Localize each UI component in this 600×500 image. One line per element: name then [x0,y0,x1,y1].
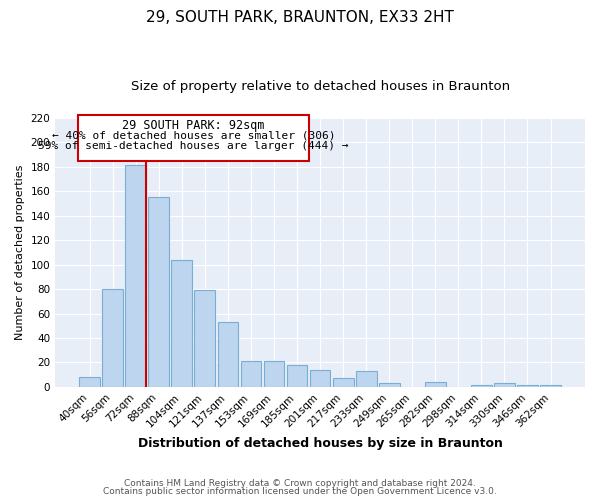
Bar [425,382,446,387]
Bar [471,384,492,387]
Bar [310,370,331,387]
Bar [494,384,515,387]
Bar [517,384,538,387]
Bar [148,198,169,387]
Bar [102,289,123,387]
Bar [333,378,353,387]
Bar [263,362,284,387]
X-axis label: Distribution of detached houses by size in Braunton: Distribution of detached houses by size … [137,437,503,450]
Title: Size of property relative to detached houses in Braunton: Size of property relative to detached ho… [131,80,509,93]
Text: ← 40% of detached houses are smaller (306): ← 40% of detached houses are smaller (30… [52,130,335,140]
Y-axis label: Number of detached properties: Number of detached properties [15,164,25,340]
Text: 59% of semi-detached houses are larger (444) →: 59% of semi-detached houses are larger (… [38,141,349,151]
Bar [218,322,238,387]
Text: 29 SOUTH PARK: 92sqm: 29 SOUTH PARK: 92sqm [122,119,265,132]
Text: Contains HM Land Registry data © Crown copyright and database right 2024.: Contains HM Land Registry data © Crown c… [124,478,476,488]
Bar [125,166,146,387]
Bar [356,371,377,387]
Text: 29, SOUTH PARK, BRAUNTON, EX33 2HT: 29, SOUTH PARK, BRAUNTON, EX33 2HT [146,10,454,25]
Bar [172,260,192,387]
Bar [194,290,215,387]
Bar [241,362,262,387]
Bar [540,384,561,387]
FancyBboxPatch shape [78,116,308,160]
Bar [79,377,100,387]
Text: Contains public sector information licensed under the Open Government Licence v3: Contains public sector information licen… [103,487,497,496]
Bar [287,365,307,387]
Bar [379,384,400,387]
